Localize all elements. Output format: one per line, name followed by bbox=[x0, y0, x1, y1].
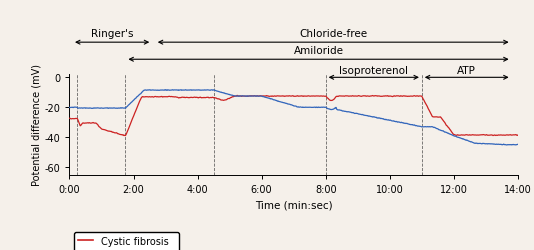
Legend: Cystic fibrosis, Healthy control: Cystic fibrosis, Healthy control bbox=[74, 232, 179, 250]
Text: Isoproterenol: Isoproterenol bbox=[339, 66, 409, 76]
Text: ATP: ATP bbox=[457, 66, 476, 76]
Text: Chloride-free: Chloride-free bbox=[299, 29, 367, 39]
Text: Ringer's: Ringer's bbox=[91, 29, 134, 39]
Y-axis label: Potential difference (mV): Potential difference (mV) bbox=[32, 64, 42, 186]
Text: Amiloride: Amiloride bbox=[294, 46, 343, 56]
X-axis label: Time (min:sec): Time (min:sec) bbox=[255, 200, 333, 209]
